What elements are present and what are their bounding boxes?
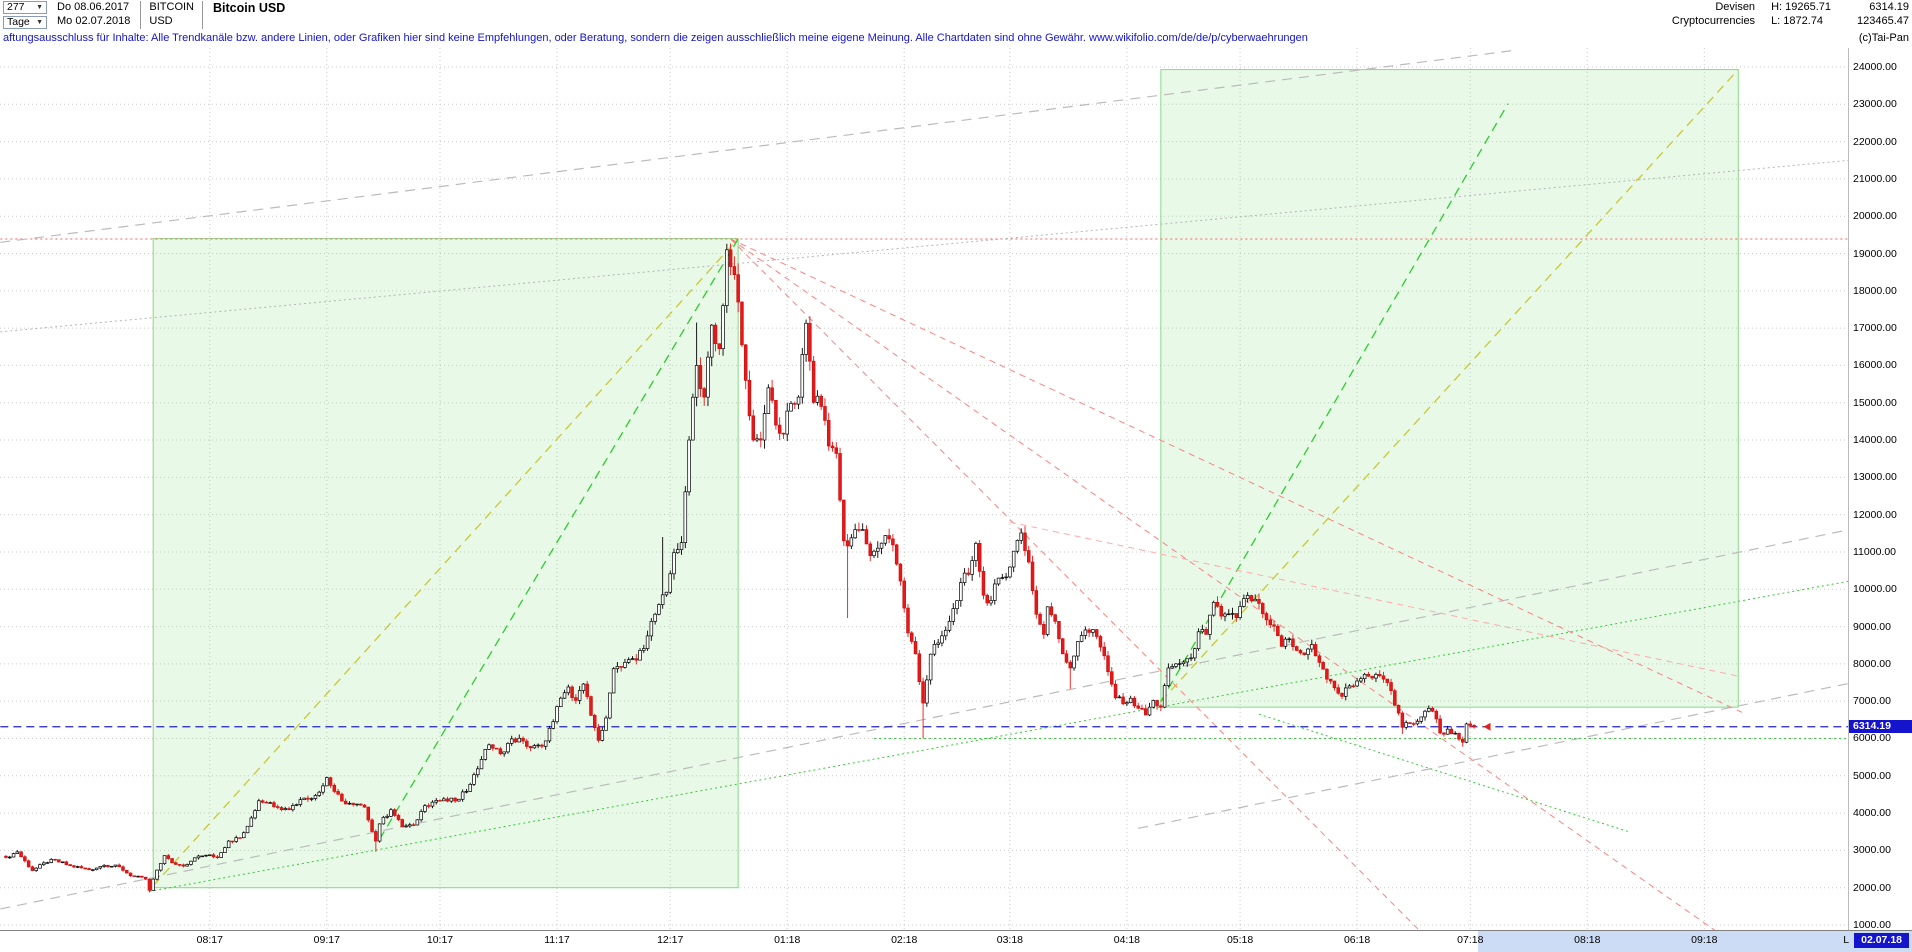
future-period-highlight <box>1478 931 1912 952</box>
last-date-badge: 02.07.18 <box>1854 933 1909 948</box>
support-descending <box>1258 713 1629 833</box>
price-axis-label: 23000.00 <box>1853 98 1897 111</box>
time-axis-label: 10:17 <box>426 934 454 946</box>
price-axis-label: 17000.00 <box>1853 322 1897 335</box>
chart-title: Bitcoin USD <box>213 1 286 15</box>
category-line-2: Cryptocurrencies <box>1671 15 1756 27</box>
period-dropdown[interactable]: 277 ▼ <box>3 1 47 14</box>
price-chart[interactable] <box>0 48 1848 930</box>
price-axis-label: 14000.00 <box>1853 434 1897 447</box>
price-axis-label: 6000.00 <box>1853 732 1891 745</box>
price-axis-label: 1000.00 <box>1853 919 1891 931</box>
price-axis-label: 22000.00 <box>1853 135 1897 148</box>
header-left: 277 ▼ Tage ▼ Do 08.06.2017 Mo 02.07.2018… <box>3 1 285 29</box>
price-axis-label: 24000.00 <box>1853 61 1897 73</box>
symbol-code: BITCOIN <box>149 1 195 13</box>
high-value: H: 19265.71 <box>1771 1 1831 13</box>
time-axis-label: 06:18 <box>1343 934 1371 946</box>
price-axis-label: 9000.00 <box>1853 620 1891 633</box>
time-axis-label: 09:18 <box>1691 934 1718 946</box>
fan-red-2 <box>730 238 1716 930</box>
symbol-box: BITCOIN USD <box>140 1 204 29</box>
time-axis-label: 04:18 <box>1113 934 1141 946</box>
price-axis-label: 2000.00 <box>1853 881 1891 894</box>
price-axis-label: 13000.00 <box>1853 471 1897 484</box>
info-bar: aftungsausschluss für Inhalte: Alle Tren… <box>0 30 1912 48</box>
time-axis-label: 09:17 <box>313 934 340 946</box>
price-axis-label: 12000.00 <box>1853 508 1897 521</box>
price-axis-label: 20000.00 <box>1853 210 1897 223</box>
chevron-down-icon: ▼ <box>36 19 43 26</box>
resistance-descending <box>1009 521 1743 678</box>
chart-area <box>0 48 1848 930</box>
candles-layer <box>4 243 1476 893</box>
start-date: Do 08.06.2017 <box>57 1 130 13</box>
time-axis-label: 08:18 <box>1574 934 1601 946</box>
uptrend-green-2018 <box>1160 103 1509 702</box>
price-axis-label: 18000.00 <box>1853 284 1897 297</box>
header-right: Devisen Cryptocurrencies H: 19265.71 L: … <box>1672 1 1909 29</box>
disclaimer-text: aftungsausschluss für Inhalte: Alle Tren… <box>3 32 1308 44</box>
symbol-currency: USD <box>149 15 173 27</box>
price-axis-label: 8000.00 <box>1853 657 1891 670</box>
period-value: 277 <box>7 1 25 13</box>
gray-channel-mid <box>1138 682 1848 829</box>
last-date-box: L 02.07.18 <box>1843 933 1909 948</box>
last-price-value: 6314.19 <box>1869 1 1909 13</box>
secondary-value: 123465.47 <box>1857 15 1909 27</box>
gray-channel-lower <box>0 529 1848 910</box>
time-axis-label: 12:17 <box>657 934 684 946</box>
low-value: L: 1872.74 <box>1771 15 1824 27</box>
uptrend-green-2017 <box>379 238 739 840</box>
time-axis-label: 11:17 <box>544 934 570 946</box>
time-axis-label: 08:17 <box>196 934 223 946</box>
end-date: Mo 02.07.2018 <box>57 15 131 27</box>
last-label: L <box>1843 934 1850 946</box>
time-axis-label: 05:18 <box>1226 934 1254 946</box>
price-axis-label: 7000.00 <box>1853 695 1891 708</box>
price-axis: 6314.19 24000.00 23000.00 22000.00 21000.00… <box>1848 48 1912 931</box>
price-axis-label: 15000.00 <box>1853 396 1897 409</box>
price-axis-label: 5000.00 <box>1853 769 1891 782</box>
last-price-marker <box>1483 722 1491 731</box>
uptrend-yellow-2017 <box>152 238 739 887</box>
copyright-label: (c)Tai-Pan <box>1858 32 1909 44</box>
time-axis-label: 03:18 <box>996 934 1024 946</box>
time-axis-label: 01:18 <box>774 934 801 946</box>
header: 277 ▼ Tage ▼ Do 08.06.2017 Mo 02.07.2018… <box>0 0 1912 30</box>
category-line-1: Devisen <box>1715 1 1756 13</box>
timeframe-dropdown[interactable]: Tage ▼ <box>3 16 47 29</box>
price-axis-label: 19000.00 <box>1853 247 1897 260</box>
price-axis-label: 16000.00 <box>1853 359 1897 372</box>
price-axis-label: 4000.00 <box>1853 807 1891 820</box>
price-axis-label: 21000.00 <box>1853 172 1897 185</box>
chevron-down-icon: ▼ <box>36 4 43 11</box>
trend-lines-layer <box>0 49 1848 930</box>
timeframe-value: Tage <box>7 16 30 28</box>
price-axis-label: 10000.00 <box>1853 583 1897 596</box>
support-rising <box>149 580 1848 892</box>
time-axis-label: 07:18 <box>1457 934 1484 946</box>
price-axis-label: 11000.00 <box>1853 545 1897 558</box>
time-axis: L 02.07.18 08:17 09:17 10:17 11:17 12:17 01:1… <box>0 930 1912 952</box>
time-axis-label: 02:18 <box>891 934 918 946</box>
price-axis-label: 3000.00 <box>1853 844 1891 857</box>
uptrend-yellow-2018 <box>1160 69 1739 702</box>
last-price-tag: 6314.19 <box>1849 720 1912 733</box>
